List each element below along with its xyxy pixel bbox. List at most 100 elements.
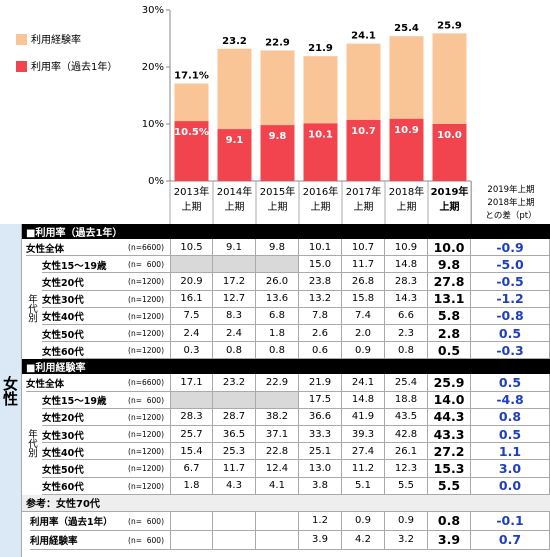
table-cell: 0.8 [428, 511, 471, 531]
row-label: 女性30代 [42, 430, 84, 442]
diff-cell: -0.3 [471, 342, 550, 360]
table-cell: 0.6 [299, 342, 342, 360]
table-cell: 28.3 [170, 408, 213, 426]
value-label: 10.7 [351, 126, 376, 137]
table-cell: 25.7 [170, 426, 213, 444]
x-tick-label: 2017年 上期 [345, 187, 382, 213]
value-label: 10.0 [437, 130, 462, 141]
table-cell [256, 511, 299, 531]
diff-cell: -4.8 [471, 391, 550, 409]
table-cell [170, 530, 213, 550]
table-cell: 10.1 [299, 239, 342, 257]
table-cell: 2.4 [170, 325, 213, 343]
table-cell: 0.9 [342, 342, 385, 360]
bar [217, 129, 252, 181]
table-cell: 25.3 [213, 443, 256, 461]
table-cell: 1.2 [299, 511, 342, 531]
table-cell: 2.0 [342, 325, 385, 343]
row-label: 女性60代 [42, 482, 84, 494]
row-rule [42, 493, 170, 495]
table-cell: 3.9 [299, 530, 342, 550]
table-cell: 12.4 [256, 460, 299, 478]
value-label: 10.5% [174, 127, 209, 138]
row-label: 利用率（過去1年） [30, 517, 113, 529]
table-cell: 10.7 [342, 239, 385, 257]
table-cell: 2.4 [213, 325, 256, 343]
table-cell: 11.2 [342, 460, 385, 478]
table-cell: 36.5 [213, 426, 256, 444]
table-cell: 15.4 [170, 443, 213, 461]
value-label: 23.2 [222, 36, 247, 47]
chart: 0% 10% 20% 30% 17.1% 23.2 22.9 21.9 24.1 25.4 25.9… [16, 5, 472, 225]
table-cell: 25.4 [385, 374, 428, 392]
table-cell: 9.1 [213, 239, 256, 257]
value-label: 24.1 [351, 31, 376, 42]
x-tick-label: 2018年 上期 [388, 187, 425, 213]
diff-cell: 0.0 [471, 477, 550, 495]
group-label: 女性 [0, 224, 22, 557]
row-n: (n=1200) [128, 329, 164, 339]
table-cell: 43.3 [428, 426, 471, 444]
value-label: 9.8 [269, 131, 287, 142]
row-n: (n= 600) [128, 260, 164, 270]
table-cell: 10.0 [428, 239, 471, 257]
table-cell: 26.1 [385, 443, 428, 461]
table-cell: 1.8 [170, 477, 213, 495]
table-cell: 9.8 [256, 239, 299, 257]
table-cell [213, 530, 256, 550]
section-title: ■利用率（過去1年） [22, 224, 550, 239]
table-cell: 11.7 [342, 256, 385, 274]
legend-swatch [16, 61, 27, 72]
table-cell: 27.8 [428, 273, 471, 291]
table-cell: 17.1 [170, 374, 213, 392]
table-cell: 28.3 [385, 273, 428, 291]
bar [389, 118, 424, 181]
x-tick-label: 2013年 上期 [173, 187, 210, 213]
row-label: 女性40代 [42, 312, 84, 324]
value-label: 25.4 [394, 23, 419, 34]
bar [174, 121, 209, 181]
table-cell: 23.8 [299, 273, 342, 291]
row-label: 女性20代 [42, 277, 84, 289]
row-n: (n=6600) [128, 243, 164, 253]
table-cell: 0.5 [428, 342, 471, 360]
diff-cell: 0.5 [471, 374, 550, 392]
row-rule [42, 341, 170, 343]
row-label: 女性15～19歳 [42, 396, 107, 408]
table-cell: 10.5 [170, 239, 213, 257]
table-cell: 17.2 [213, 273, 256, 291]
row-n: (n=1200) [128, 481, 164, 491]
table-cell: 1.8 [256, 325, 299, 343]
table-cell [213, 256, 256, 274]
table-cell: 5.5 [385, 477, 428, 495]
table-cell: 36.6 [299, 408, 342, 426]
row-rule [42, 442, 170, 444]
row-n: (n= 600) [128, 395, 164, 405]
row-label: 女性40代 [42, 447, 84, 459]
row-rule [42, 476, 170, 478]
diff-header: 2019年上期 2018年上期 との差（pt） [471, 181, 550, 226]
row-rule [42, 459, 170, 461]
diff-cell: -0.8 [471, 307, 550, 325]
table-cell: 25.9 [428, 374, 471, 392]
table-cell: 17.5 [299, 391, 342, 409]
table-cell: 20.9 [170, 273, 213, 291]
reference-title: 参考：女性70代 [22, 494, 550, 512]
diff-cell: 1.1 [471, 443, 550, 461]
x-tick-label: 2015年 上期 [259, 187, 296, 213]
row-label: 女性50代 [42, 329, 84, 341]
value-label: 17.1% [174, 71, 209, 82]
row-label: 女性全体 [26, 378, 65, 390]
legend-label: 利用経験率 [31, 33, 81, 46]
table-cell: 0.8 [213, 342, 256, 360]
row-label: 利用経験率 [30, 536, 78, 548]
y-tick-label: 30% [142, 5, 164, 16]
diff-cell: -0.9 [471, 239, 550, 257]
table-cell: 14.0 [428, 391, 471, 409]
table-cell: 14.8 [385, 256, 428, 274]
y-tick-label: 0% [148, 176, 164, 187]
table-cell: 0.3 [170, 342, 213, 360]
table-cell: 15.8 [342, 290, 385, 308]
table-cell: 13.0 [299, 460, 342, 478]
table-cell: 13.2 [299, 290, 342, 308]
